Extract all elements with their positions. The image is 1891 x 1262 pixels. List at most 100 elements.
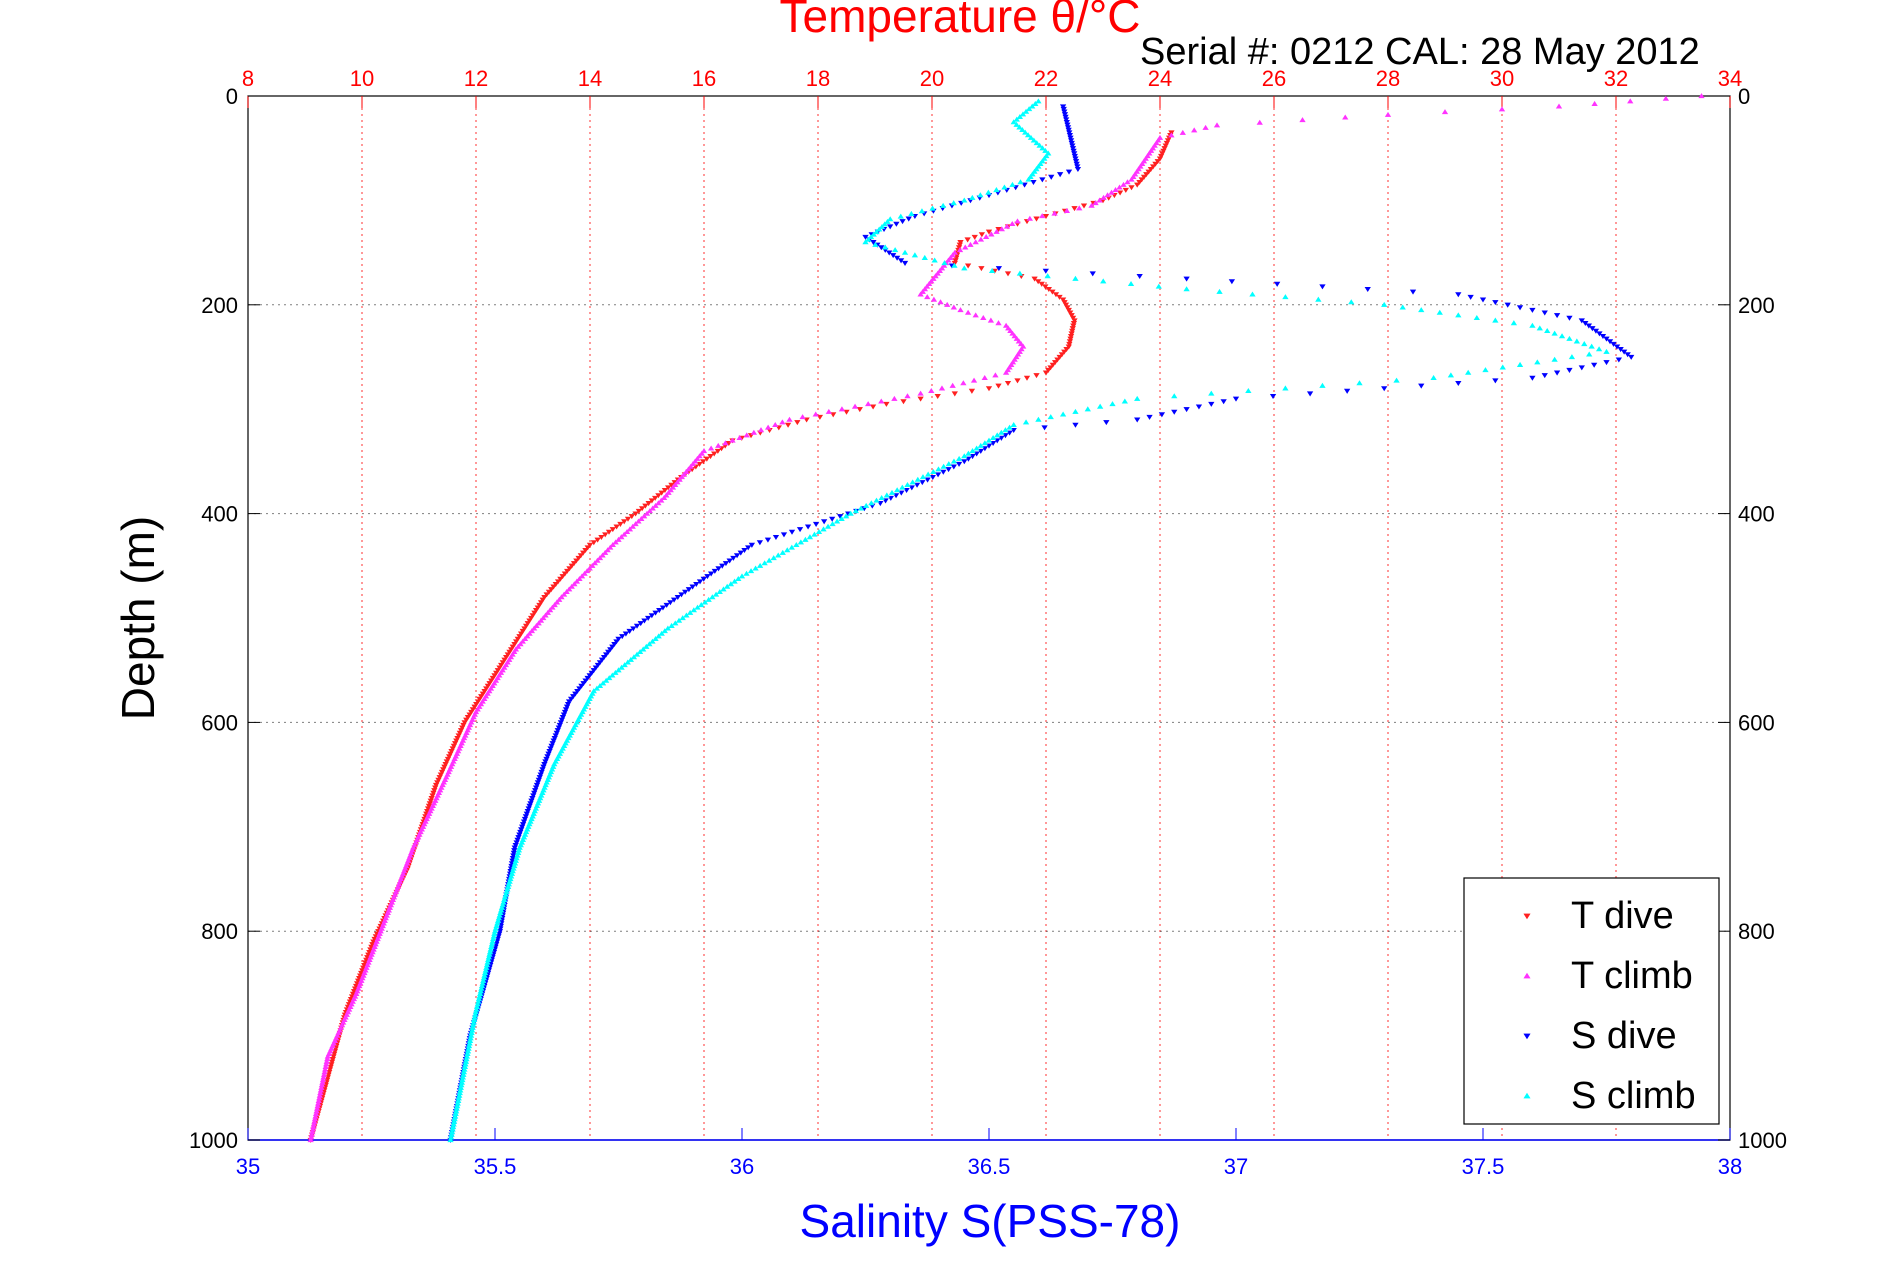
data-point bbox=[941, 260, 948, 266]
data-point bbox=[483, 686, 490, 692]
data-point bbox=[436, 775, 443, 781]
data-point bbox=[934, 394, 941, 400]
data-point bbox=[512, 639, 520, 645]
data-point bbox=[1171, 409, 1178, 415]
data-point bbox=[951, 391, 958, 397]
chart-subtitle: Serial #: 0212 CAL: 28 May 2012 bbox=[1140, 31, 1700, 73]
data-point bbox=[528, 798, 535, 804]
data-point bbox=[578, 573, 586, 579]
data-point bbox=[521, 626, 528, 632]
data-point bbox=[539, 597, 546, 603]
data-point bbox=[488, 678, 495, 684]
data-point bbox=[998, 429, 1005, 435]
data-point bbox=[630, 626, 637, 632]
data-point bbox=[893, 255, 901, 261]
data-point bbox=[741, 548, 748, 554]
data-point bbox=[584, 675, 591, 681]
data-point bbox=[1534, 359, 1541, 365]
data-point bbox=[930, 468, 937, 474]
data-point bbox=[1065, 169, 1073, 175]
data-point bbox=[891, 247, 899, 253]
data-point bbox=[964, 237, 971, 243]
data-point bbox=[584, 545, 591, 551]
data-point bbox=[1127, 281, 1135, 287]
data-point bbox=[1066, 341, 1073, 347]
data-point bbox=[1027, 174, 1034, 180]
data-point bbox=[700, 459, 707, 465]
data-point bbox=[1059, 411, 1067, 417]
data-point bbox=[521, 635, 529, 641]
data-point bbox=[663, 492, 670, 498]
data-point bbox=[656, 608, 663, 614]
data-point bbox=[1183, 276, 1190, 282]
data-point bbox=[1072, 275, 1079, 281]
salinity-tick-label: 35.5 bbox=[474, 1154, 517, 1179]
data-point bbox=[635, 518, 642, 524]
data-point bbox=[764, 537, 772, 543]
data-point bbox=[429, 793, 436, 799]
data-point bbox=[494, 668, 501, 674]
data-point bbox=[509, 644, 516, 650]
data-point bbox=[960, 380, 967, 386]
data-point bbox=[1033, 216, 1040, 222]
data-point bbox=[537, 617, 545, 623]
data-point bbox=[1116, 184, 1123, 190]
data-point bbox=[548, 743, 555, 749]
data-point bbox=[527, 615, 535, 621]
data-point bbox=[888, 489, 896, 495]
data-point bbox=[1041, 155, 1048, 161]
data-point bbox=[957, 307, 964, 313]
data-point bbox=[632, 521, 639, 527]
data-point bbox=[641, 618, 648, 624]
data-point bbox=[1025, 106, 1033, 112]
data-point bbox=[568, 583, 575, 589]
data-point bbox=[784, 547, 791, 553]
data-point bbox=[512, 842, 519, 848]
data-point bbox=[1042, 213, 1050, 219]
data-point bbox=[712, 591, 720, 597]
data-point bbox=[612, 539, 619, 545]
data-point bbox=[1035, 98, 1042, 104]
y-axis-label: Depth (m) bbox=[112, 516, 164, 720]
data-point bbox=[772, 421, 779, 427]
data-point bbox=[504, 652, 511, 658]
data-point bbox=[613, 524, 620, 530]
data-point bbox=[998, 226, 1005, 232]
data-point bbox=[621, 531, 628, 537]
data-point bbox=[1393, 377, 1400, 383]
data-point bbox=[600, 655, 608, 661]
data-point bbox=[459, 725, 466, 731]
data-point bbox=[686, 609, 694, 615]
data-point bbox=[590, 668, 597, 674]
data-point bbox=[669, 484, 677, 490]
data-point bbox=[1529, 322, 1536, 328]
data-point bbox=[715, 442, 722, 448]
data-point bbox=[1015, 338, 1023, 344]
data-point bbox=[1088, 202, 1095, 208]
data-point bbox=[637, 621, 644, 627]
data-point bbox=[925, 471, 932, 477]
data-point bbox=[1067, 135, 1074, 141]
data-point bbox=[863, 502, 870, 508]
data-point bbox=[865, 236, 872, 242]
data-point bbox=[479, 691, 487, 697]
data-point bbox=[528, 628, 536, 634]
data-point bbox=[683, 468, 690, 474]
data-point bbox=[962, 244, 969, 250]
data-point bbox=[802, 536, 809, 542]
data-point bbox=[1152, 161, 1159, 167]
data-point bbox=[478, 694, 485, 700]
data-point bbox=[729, 437, 736, 443]
data-point bbox=[555, 725, 562, 731]
data-point bbox=[1274, 281, 1281, 287]
data-point bbox=[636, 649, 644, 655]
data-point bbox=[534, 605, 541, 611]
data-point bbox=[950, 304, 957, 310]
legend-marker bbox=[1523, 972, 1531, 979]
data-point bbox=[812, 411, 819, 417]
data-point bbox=[1455, 312, 1462, 318]
data-point bbox=[515, 643, 522, 649]
data-point bbox=[473, 702, 480, 708]
data-point bbox=[446, 754, 453, 760]
data-point bbox=[658, 497, 665, 503]
